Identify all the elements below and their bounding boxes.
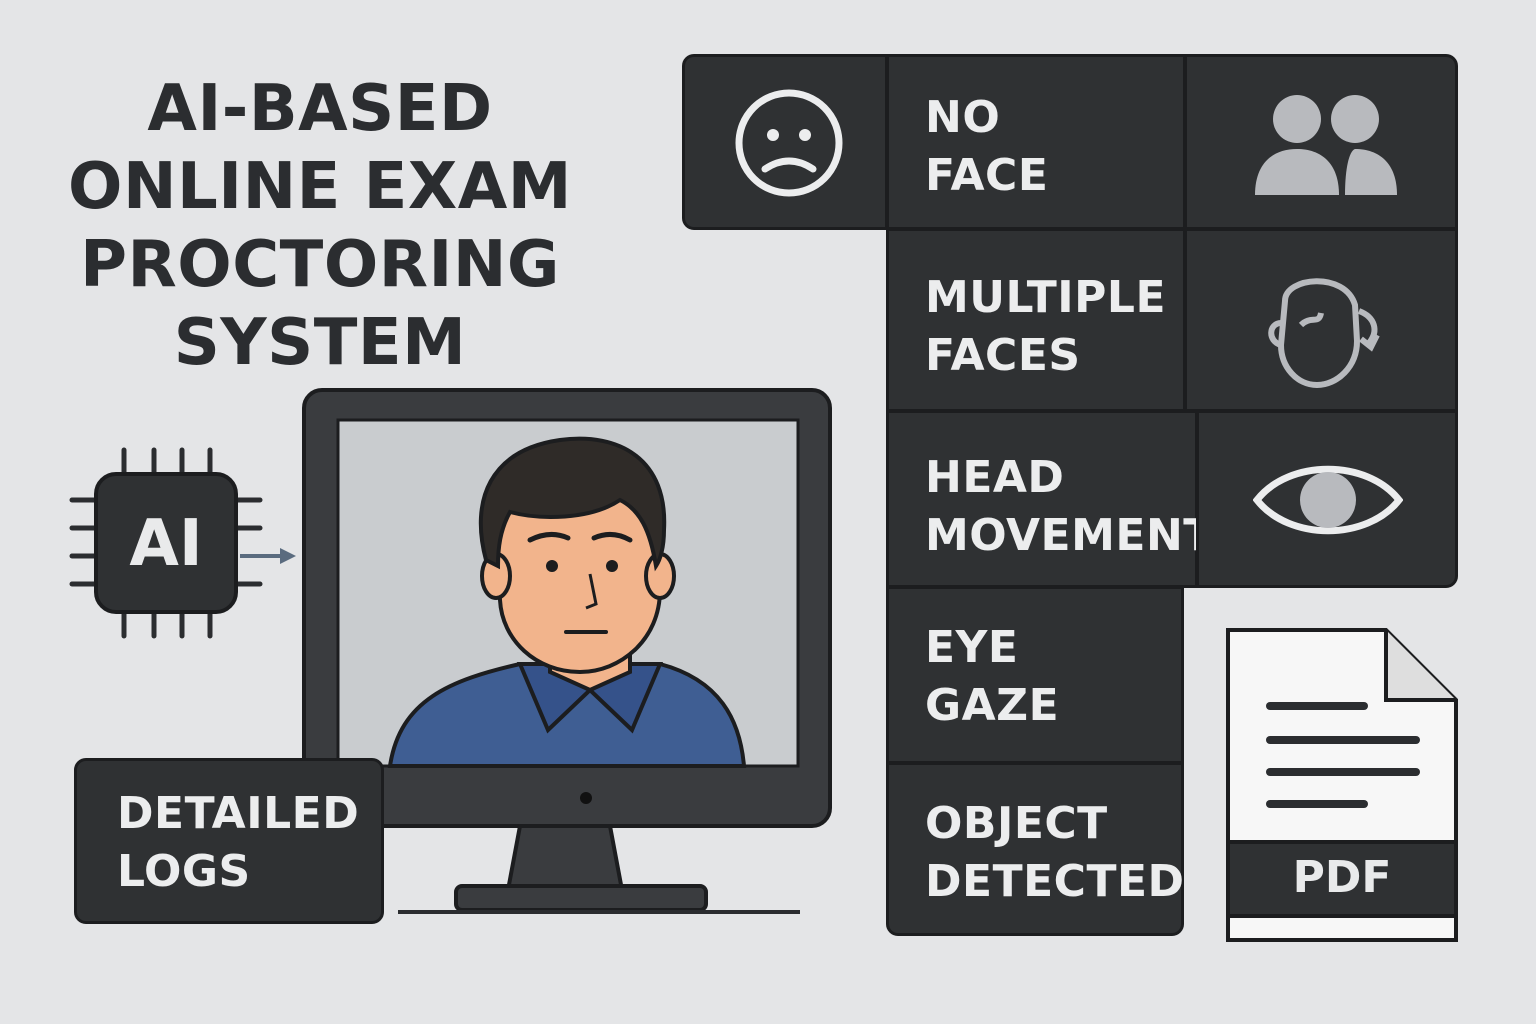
object-detected-line-1: OBJECT (925, 798, 1108, 849)
detailed-logs-tile[interactable]: DETAILED LOGS (74, 758, 384, 924)
no-face-line-2: FACE (925, 150, 1049, 201)
people-tile (1184, 54, 1458, 230)
title-line-4: SYSTEM (173, 306, 467, 380)
eye-gaze-line-1: EYE (925, 622, 1019, 673)
pdf-document-icon (1226, 628, 1458, 942)
feature-tile-object-detected[interactable]: OBJECT DETECTED (886, 762, 1184, 936)
head-turn-icon (1268, 278, 1380, 389)
title-line-1: AI-BASED (147, 72, 493, 146)
object-detected-line-2: DETECTED (925, 856, 1185, 907)
feature-tile-eye-gaze[interactable]: EYE GAZE (886, 586, 1184, 764)
people-icon (1255, 95, 1397, 195)
head-turn-tile (1184, 228, 1458, 412)
multiple-faces-line-2: FACES (925, 330, 1081, 381)
logs-line-1: DETAILED (117, 788, 360, 839)
eye-gaze-line-2: GAZE (925, 680, 1060, 731)
head-movement-line-1: HEAD (925, 452, 1065, 503)
no-face-line-1: NO (925, 92, 1001, 143)
feature-tile-head-movement[interactable]: HEAD MOVEMENT (886, 410, 1213, 588)
eye-icon (1253, 465, 1403, 535)
multiple-faces-line-1: MULTIPLE (925, 272, 1166, 323)
sad-face-tile (682, 54, 888, 230)
arrow-right-icon (240, 548, 296, 564)
page-title: AI-BASED ONLINE EXAM PROCTORING SYSTEM (60, 70, 580, 382)
ai-chip-icon (69, 447, 263, 639)
logs-line-2: LOGS (117, 846, 251, 897)
ai-chip-label: AI (129, 507, 203, 581)
feature-tile-multiple-faces[interactable]: MULTIPLE FACES (886, 228, 1186, 412)
pdf-label: PDF (1292, 852, 1392, 903)
sad-face-icon (735, 89, 843, 197)
title-line-2: ONLINE EXAM (68, 150, 572, 224)
eye-tile (1196, 410, 1458, 588)
examinee-avatar (387, 436, 747, 768)
head-movement-line-2: MOVEMENT (925, 510, 1214, 561)
title-line-3: PROCTORING (80, 228, 560, 302)
feature-tile-no-face[interactable]: NO FACE (886, 54, 1186, 230)
